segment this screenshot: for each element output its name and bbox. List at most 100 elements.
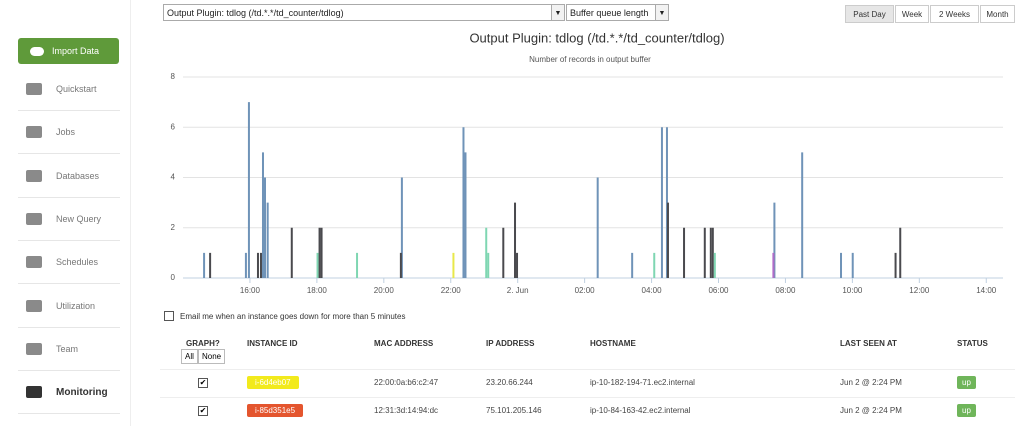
spike — [399, 252, 402, 278]
x-tick-label: 22:00 — [441, 286, 462, 295]
cell: ip-10-84-163-42.ec2.internal — [590, 406, 691, 415]
x-tick-label: 20:00 — [374, 286, 395, 295]
spike — [203, 252, 206, 278]
y-tick-label: 8 — [171, 72, 176, 81]
spike — [485, 227, 488, 278]
select-button[interactable]: None — [198, 349, 226, 364]
graph-checkbox[interactable]: ✔ — [198, 378, 208, 388]
spike — [266, 202, 269, 278]
y-tick-label: 0 — [171, 273, 176, 282]
table-header: MAC ADDRESS — [374, 339, 434, 348]
nav-item[interactable]: Databases — [18, 155, 120, 198]
cell: 22:00:0a:b6:c2:47 — [374, 378, 439, 387]
spike — [801, 152, 804, 278]
instance-id: i-85d351e5 — [247, 404, 304, 417]
spike — [290, 227, 293, 278]
spike — [711, 227, 714, 278]
row-line — [160, 397, 1015, 398]
spike — [840, 252, 843, 278]
spike — [452, 252, 455, 278]
nav-icon — [26, 169, 42, 182]
spike — [894, 252, 897, 278]
metric-select[interactable]: Buffer queue length ▼ — [566, 4, 669, 21]
spike — [259, 252, 262, 278]
status: up — [957, 376, 976, 389]
spike — [247, 102, 250, 278]
nav-icon — [26, 299, 42, 312]
x-tick-label: 06:00 — [708, 286, 729, 295]
x-tick-label: 18:00 — [307, 286, 328, 295]
graph-checkbox[interactable]: ✔ — [198, 406, 208, 416]
sidebar: Import Data Quickstart Jobs Databases New Q… — [0, 0, 131, 426]
range-button[interactable]: Month — [980, 5, 1015, 23]
range-button[interactable]: Week — [895, 5, 929, 23]
spike — [209, 252, 212, 278]
y-tick-label: 6 — [171, 122, 176, 131]
spike — [356, 252, 359, 278]
spike — [773, 202, 776, 278]
spike — [464, 152, 467, 278]
spike — [264, 177, 266, 278]
import-button[interactable]: Import Data — [18, 38, 119, 64]
nav-icon — [26, 256, 42, 269]
spike — [851, 252, 854, 278]
nav-label: Utilization — [56, 300, 96, 311]
spike — [683, 227, 686, 278]
nav-icon — [26, 126, 42, 139]
spike — [462, 127, 465, 278]
cell: 23.20.66.244 — [486, 378, 533, 387]
spike — [261, 152, 264, 278]
y-tick-label: 2 — [171, 223, 176, 232]
y-tick-label: 4 — [171, 173, 176, 182]
plugin-select[interactable]: Output Plugin: tdlog (/td.*.*/td_counter… — [163, 4, 565, 21]
nav-icon — [26, 386, 42, 399]
email-label: Email me when an instance goes down for … — [180, 312, 406, 321]
spike — [631, 252, 634, 278]
cell: Jun 2 @ 2:24 PM — [840, 406, 902, 415]
nav-icon — [26, 342, 42, 355]
spike — [244, 252, 247, 278]
import-label: Import Data — [52, 46, 100, 56]
nav-label: Schedules — [56, 257, 99, 268]
nav-item[interactable]: Jobs — [18, 111, 120, 155]
nav-label: Monitoring — [56, 386, 108, 398]
spike — [596, 177, 599, 278]
spike — [487, 252, 490, 278]
cell: 75.101.205.146 — [486, 406, 542, 415]
spike — [514, 202, 517, 278]
spike — [703, 227, 706, 278]
x-tick-label: 04:00 — [642, 286, 663, 295]
nav-item[interactable]: New Query — [18, 198, 120, 241]
spike — [516, 252, 519, 278]
nav-item[interactable]: Team — [18, 328, 120, 371]
table-header: STATUS — [957, 339, 988, 348]
x-tick-label: 14:00 — [976, 286, 997, 295]
spike — [660, 127, 663, 278]
spike — [665, 127, 668, 278]
nav-icon — [26, 83, 42, 95]
table-header: LAST SEEN AT — [840, 339, 897, 348]
spike — [316, 252, 319, 278]
email-checkbox[interactable] — [164, 311, 174, 321]
x-tick-label: 2. Jun — [507, 286, 529, 295]
spike — [502, 227, 505, 278]
table-header: IP ADDRESS — [486, 339, 535, 348]
nav-item[interactable]: Schedules — [18, 241, 120, 285]
nav-item[interactable]: Quickstart — [18, 68, 120, 111]
instance-id: i-6d4eb07 — [247, 376, 299, 389]
plugin-select-text: Output Plugin: tdlog (/td.*.*/td_counter… — [167, 8, 344, 18]
x-tick-label: 08:00 — [775, 286, 796, 295]
chart: Output Plugin: tdlog (/td.*.*/td_counter… — [171, 30, 1003, 295]
spike — [320, 227, 323, 278]
nav-label: Team — [56, 343, 79, 354]
nav-item[interactable]: Utilization — [18, 285, 120, 328]
nav-item[interactable]: Monitoring — [18, 371, 120, 415]
select-button[interactable]: All — [181, 349, 198, 364]
range-button[interactable]: Past Day — [845, 5, 894, 23]
x-tick-label: 12:00 — [909, 286, 930, 295]
row-line — [160, 369, 1015, 370]
cell: Jun 2 @ 2:24 PM — [840, 378, 902, 387]
range-button[interactable]: 2 Weeks — [930, 5, 979, 23]
nav-label: Databases — [56, 170, 100, 181]
